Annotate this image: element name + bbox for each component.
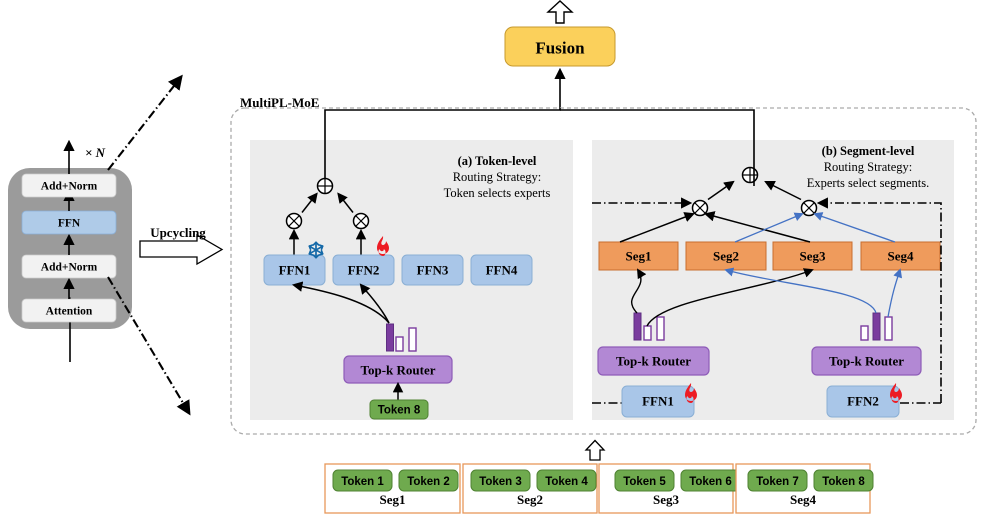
svg-text:FFN4: FFN4 xyxy=(486,263,518,278)
svg-text:Fusion: Fusion xyxy=(535,39,585,58)
svg-text:Seg4: Seg4 xyxy=(888,249,915,264)
svg-text:Token 2: Token 2 xyxy=(407,476,450,488)
svg-text:Token 7: Token 7 xyxy=(756,476,799,488)
svg-text:FFN1: FFN1 xyxy=(279,263,311,278)
svg-text:FFN3: FFN3 xyxy=(417,263,449,278)
svg-text:FFN1: FFN1 xyxy=(642,394,674,409)
svg-text:Attention: Attention xyxy=(46,306,93,318)
svg-text:(b) Segment-level: (b) Segment-level xyxy=(822,144,915,158)
svg-text:Seg3: Seg3 xyxy=(653,492,680,507)
svg-text:Token 1: Token 1 xyxy=(341,476,384,488)
svg-text:Seg4: Seg4 xyxy=(790,492,817,507)
svg-text:(a) Token-level: (a) Token-level xyxy=(458,154,537,168)
svg-text:Seg3: Seg3 xyxy=(800,249,827,264)
svg-text:Routing Strategy:: Routing Strategy: xyxy=(453,170,542,184)
svg-text:Seg2: Seg2 xyxy=(713,249,739,264)
svg-text:Routing Strategy:: Routing Strategy: xyxy=(824,160,913,174)
svg-text:Token 8: Token 8 xyxy=(378,405,421,417)
svg-text:Seg2: Seg2 xyxy=(517,492,543,507)
svg-text:Token 5: Token 5 xyxy=(623,476,666,488)
svg-text:Add+Norm: Add+Norm xyxy=(41,262,98,274)
svg-text:× N: × N xyxy=(85,145,106,160)
svg-text:FFN: FFN xyxy=(58,218,81,230)
svg-text:Seg1: Seg1 xyxy=(380,492,406,507)
svg-text:Top-k Router: Top-k Router xyxy=(616,354,691,369)
svg-text:MultiPL-MoE: MultiPL-MoE xyxy=(240,95,319,110)
svg-text:Top-k Router: Top-k Router xyxy=(829,354,904,369)
svg-text:Token 4: Token 4 xyxy=(545,476,588,488)
svg-text:Token 3: Token 3 xyxy=(479,476,522,488)
svg-text:Add+Norm: Add+Norm xyxy=(41,181,98,193)
svg-text:FFN2: FFN2 xyxy=(348,263,380,278)
svg-text:FFN2: FFN2 xyxy=(847,394,879,409)
svg-text:Top-k Router: Top-k Router xyxy=(360,363,435,378)
svg-text:Experts select segments.: Experts select segments. xyxy=(807,176,930,190)
svg-text:Seg1: Seg1 xyxy=(626,249,652,264)
svg-text:Token 8: Token 8 xyxy=(822,476,865,488)
svg-text:Token 6: Token 6 xyxy=(689,476,732,488)
svg-text:Upcycling: Upcycling xyxy=(150,225,206,240)
svg-text:Token selects experts: Token selects experts xyxy=(444,186,551,200)
